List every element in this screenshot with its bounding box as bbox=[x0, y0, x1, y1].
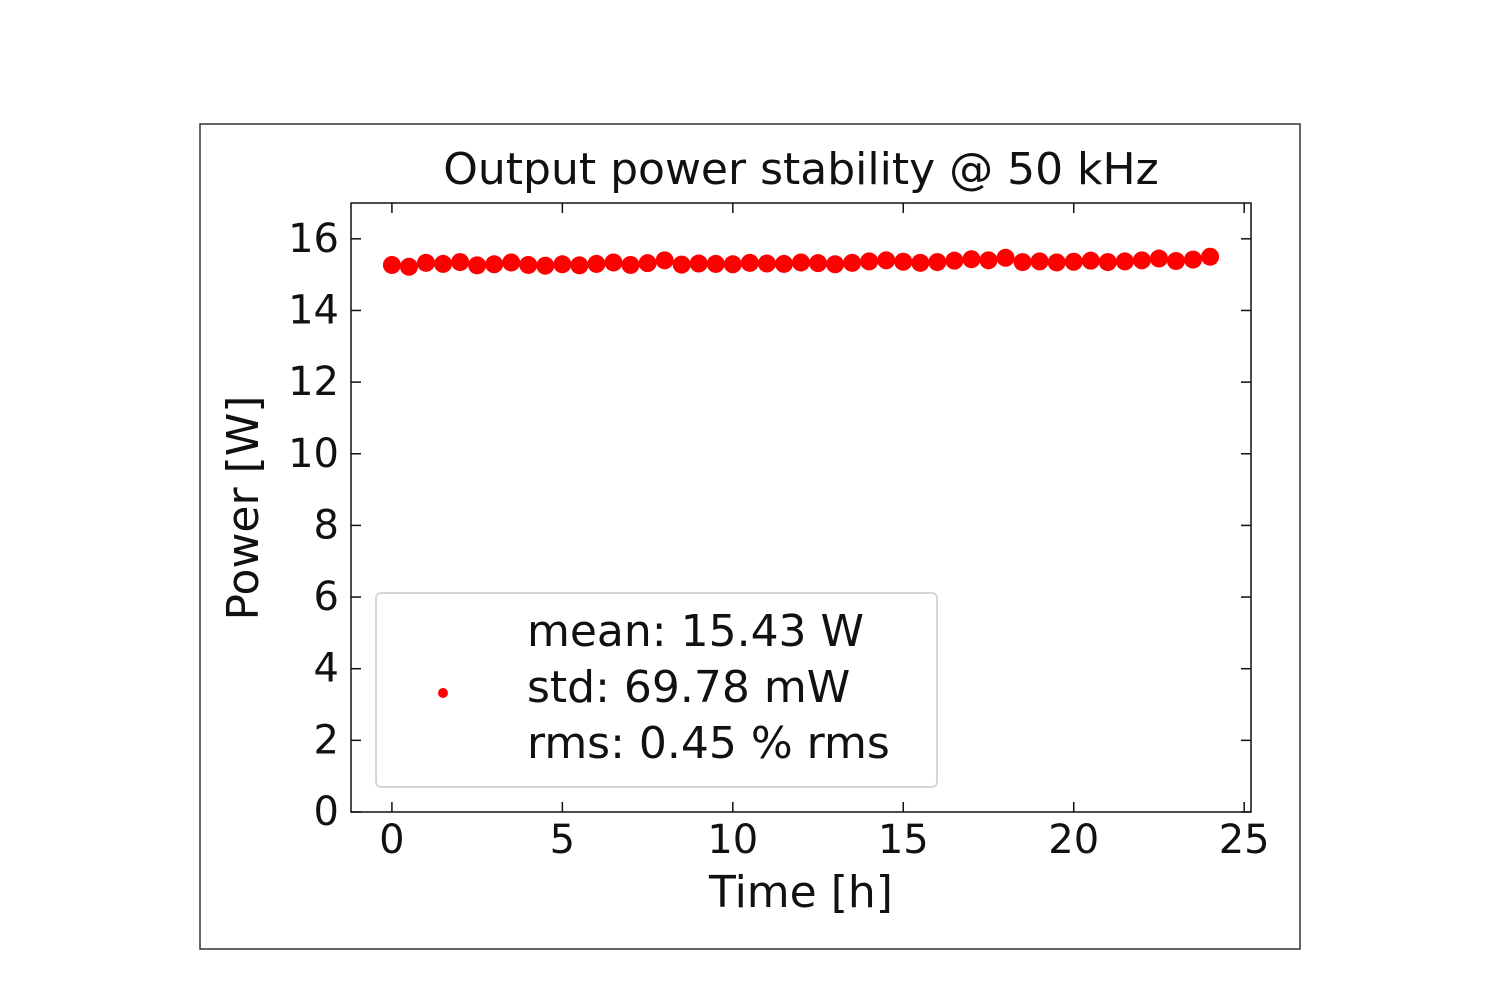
x-tick-label: 20 bbox=[1048, 817, 1099, 863]
data-point bbox=[843, 253, 862, 272]
data-point bbox=[826, 255, 845, 274]
chart-title: Output power stability @ 50 kHz bbox=[443, 144, 1158, 195]
data-point bbox=[587, 254, 606, 273]
data-point bbox=[928, 253, 947, 272]
data-point bbox=[502, 253, 521, 272]
data-point bbox=[1184, 250, 1203, 269]
data-point bbox=[757, 254, 776, 273]
data-point bbox=[1098, 253, 1117, 272]
y-tick-label: 2 bbox=[314, 717, 339, 763]
data-point bbox=[1064, 252, 1083, 271]
legend-label: mean: 15.43 W std: 69.78 mW rms: 0.45 % … bbox=[527, 606, 890, 769]
data-point bbox=[382, 255, 401, 274]
legend-marker bbox=[438, 688, 448, 698]
data-point bbox=[638, 254, 657, 273]
data-point bbox=[519, 255, 538, 274]
data-point bbox=[672, 255, 691, 274]
data-point bbox=[1132, 251, 1151, 270]
data-point bbox=[1081, 251, 1100, 270]
data-point bbox=[1201, 247, 1220, 266]
y-tick-label: 12 bbox=[288, 359, 339, 405]
y-tick-label: 8 bbox=[314, 502, 339, 548]
y-axis-label: Power [W] bbox=[218, 396, 269, 621]
data-point bbox=[553, 255, 572, 274]
data-point bbox=[945, 251, 964, 270]
x-tick-label: 15 bbox=[878, 817, 929, 863]
data-point bbox=[792, 253, 810, 272]
y-tick-label: 10 bbox=[288, 431, 339, 477]
data-point bbox=[1149, 249, 1168, 268]
data-point bbox=[706, 254, 725, 273]
data-point bbox=[468, 256, 487, 275]
data-point bbox=[860, 252, 879, 271]
data-point bbox=[1013, 253, 1032, 272]
data-point bbox=[485, 255, 504, 274]
x-tick-label: 10 bbox=[707, 817, 758, 863]
data-point bbox=[536, 256, 555, 275]
y-tick-label: 14 bbox=[288, 287, 339, 333]
data-point bbox=[604, 253, 623, 272]
data-point bbox=[399, 257, 418, 276]
data-point bbox=[740, 253, 759, 272]
data-point bbox=[417, 253, 435, 272]
x-tick-label: 0 bbox=[379, 817, 404, 863]
legend-marker-box bbox=[438, 688, 448, 698]
data-point bbox=[979, 251, 998, 270]
data-point bbox=[723, 255, 742, 274]
x-tick-label: 5 bbox=[550, 817, 575, 863]
y-tick-label: 4 bbox=[314, 646, 339, 692]
data-point bbox=[434, 254, 453, 273]
data-point bbox=[809, 254, 828, 273]
data-point bbox=[570, 256, 589, 275]
x-axis-label: Time [h] bbox=[708, 867, 893, 918]
plot-frame bbox=[350, 202, 1252, 813]
data-point bbox=[894, 252, 913, 271]
data-point bbox=[962, 250, 981, 269]
data-point bbox=[911, 253, 930, 272]
data-point bbox=[1115, 252, 1134, 271]
legend: mean: 15.43 W std: 69.78 mW rms: 0.45 % … bbox=[375, 592, 938, 788]
data-point bbox=[996, 248, 1015, 267]
data-point bbox=[774, 254, 793, 273]
data-point bbox=[1047, 253, 1066, 272]
y-tick-label: 16 bbox=[288, 216, 339, 262]
data-point bbox=[1030, 252, 1049, 271]
data-point bbox=[655, 251, 674, 270]
data-point bbox=[877, 251, 896, 270]
y-tick-label: 6 bbox=[314, 574, 339, 620]
data-point bbox=[1167, 252, 1185, 271]
data-point bbox=[621, 255, 640, 274]
y-tick-label: 0 bbox=[314, 789, 339, 835]
x-tick-label: 25 bbox=[1219, 817, 1270, 863]
data-point bbox=[451, 253, 470, 272]
data-point bbox=[689, 254, 708, 273]
